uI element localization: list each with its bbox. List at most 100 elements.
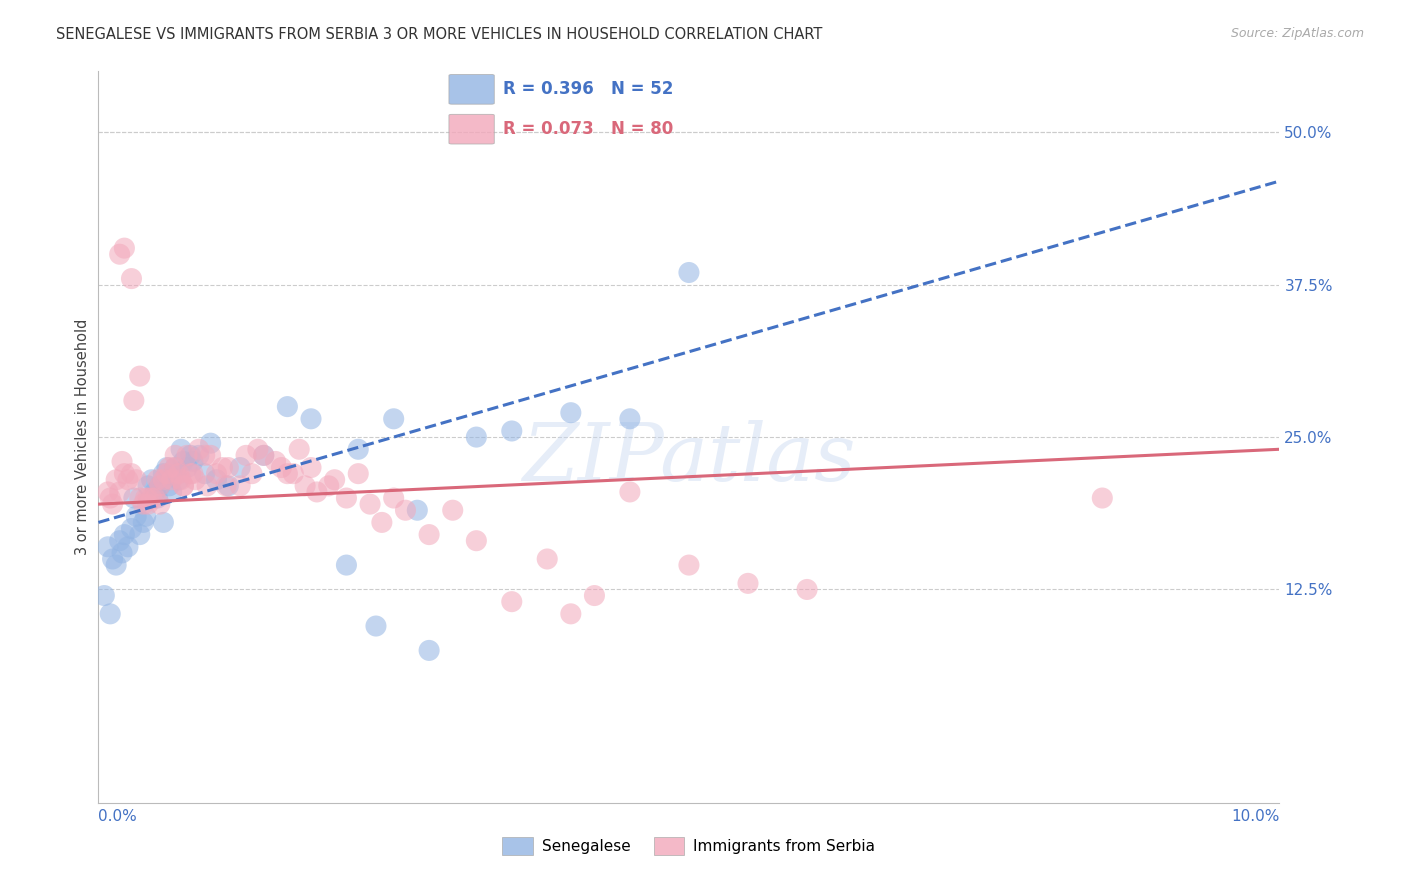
Point	[141, 491, 163, 505]
Point	[128, 527, 150, 541]
Point	[619, 412, 641, 426]
Point	[165, 460, 187, 475]
Point	[132, 516, 155, 530]
Point	[165, 449, 187, 463]
Point	[181, 467, 204, 481]
Point	[112, 527, 135, 541]
Point	[184, 473, 207, 487]
Point	[560, 607, 582, 621]
Point	[288, 442, 311, 457]
Point	[323, 473, 346, 487]
Point	[418, 527, 440, 541]
Point	[97, 485, 120, 500]
Point	[283, 467, 305, 481]
Point	[737, 576, 759, 591]
Point	[501, 594, 523, 608]
Point	[187, 442, 209, 457]
Point	[112, 241, 135, 255]
Point	[371, 516, 394, 530]
Point	[93, 589, 115, 603]
Point	[143, 485, 166, 500]
Point	[441, 503, 464, 517]
Point	[465, 430, 488, 444]
Point	[97, 540, 120, 554]
Point	[105, 473, 128, 487]
Point	[276, 467, 298, 481]
Point	[359, 497, 381, 511]
Point	[194, 449, 217, 463]
Point	[299, 412, 322, 426]
Point	[205, 467, 228, 481]
Point	[172, 454, 194, 468]
Point	[187, 449, 209, 463]
Point	[335, 558, 357, 573]
Point	[172, 479, 194, 493]
Point	[181, 454, 204, 468]
Point	[117, 473, 139, 487]
Point	[406, 503, 429, 517]
Point	[215, 479, 238, 493]
FancyBboxPatch shape	[449, 114, 495, 144]
Point	[253, 449, 276, 463]
Point	[121, 271, 143, 285]
Point	[270, 460, 292, 475]
Text: ZIPatlas: ZIPatlas	[522, 420, 856, 498]
Point	[180, 467, 202, 481]
Point	[143, 491, 166, 505]
Point	[152, 516, 174, 530]
Point	[160, 485, 183, 500]
Point	[108, 247, 131, 261]
Y-axis label: 3 or more Vehicles in Household: 3 or more Vehicles in Household	[75, 319, 90, 555]
Point	[108, 533, 131, 548]
Point	[149, 479, 172, 493]
Point	[619, 485, 641, 500]
Point	[347, 467, 370, 481]
Point	[536, 552, 558, 566]
Point	[211, 460, 233, 475]
Point	[128, 491, 150, 505]
Point	[135, 491, 157, 505]
Point	[141, 473, 163, 487]
Point	[418, 643, 440, 657]
Point	[122, 491, 145, 505]
Point	[176, 449, 198, 463]
Point	[200, 449, 222, 463]
Point	[299, 460, 322, 475]
Point	[136, 491, 159, 505]
Point	[253, 449, 276, 463]
Legend: Senegalese, Immigrants from Serbia: Senegalese, Immigrants from Serbia	[496, 831, 882, 861]
Point	[125, 473, 148, 487]
Text: SENEGALESE VS IMMIGRANTS FROM SERBIA 3 OR MORE VEHICLES IN HOUSEHOLD CORRELATION: SENEGALESE VS IMMIGRANTS FROM SERBIA 3 O…	[56, 27, 823, 42]
Point	[583, 589, 606, 603]
Point	[194, 467, 217, 481]
Point	[170, 473, 193, 487]
Point	[318, 479, 340, 493]
Point	[246, 442, 269, 457]
Point	[98, 607, 121, 621]
Point	[149, 497, 172, 511]
Point	[172, 479, 194, 493]
Point	[160, 473, 183, 487]
Point	[128, 369, 150, 384]
Point	[205, 473, 228, 487]
Point	[796, 582, 818, 597]
Point	[157, 479, 180, 493]
Point	[167, 473, 190, 487]
Point	[200, 436, 222, 450]
Point	[112, 467, 135, 481]
Point	[294, 479, 316, 493]
Point	[111, 546, 134, 560]
Point	[101, 552, 124, 566]
Point	[335, 491, 357, 505]
Point	[108, 485, 131, 500]
Point	[560, 406, 582, 420]
FancyBboxPatch shape	[449, 75, 495, 104]
Point	[121, 467, 143, 481]
Text: R = 0.073   N = 80: R = 0.073 N = 80	[503, 120, 673, 137]
Text: R = 0.396   N = 52: R = 0.396 N = 52	[503, 80, 673, 98]
Point	[229, 479, 252, 493]
Point	[678, 266, 700, 280]
Point	[149, 479, 172, 493]
Text: Source: ZipAtlas.com: Source: ZipAtlas.com	[1230, 27, 1364, 40]
Point	[152, 473, 174, 487]
